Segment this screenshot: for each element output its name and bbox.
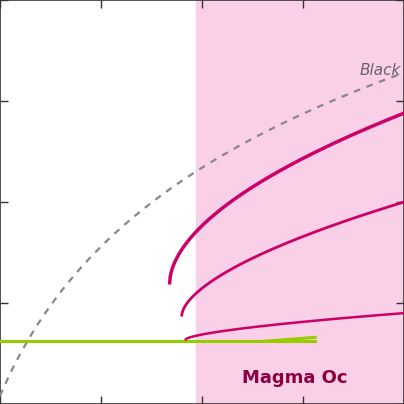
Bar bbox=[196, 0, 404, 404]
Text: Magma Oc: Magma Oc bbox=[242, 369, 348, 387]
Text: Black: Black bbox=[360, 63, 401, 78]
